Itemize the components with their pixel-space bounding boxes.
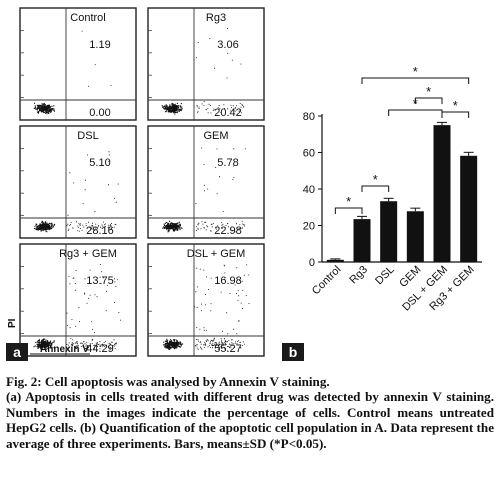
plot-title: DSL + GEM <box>187 248 246 260</box>
plot-title: GEM <box>203 130 228 142</box>
figure-caption: Fig. 2: Cell apoptosis was analysed by A… <box>6 374 494 451</box>
upper-right-percentage: 13.75 <box>86 275 114 287</box>
flow-plot: GEM 5.78 22.98 <box>147 125 265 239</box>
x-tick-label: Rg3 <box>347 264 370 287</box>
y-tick-label: 60 <box>303 148 315 160</box>
significance-star: * <box>346 194 351 209</box>
significance-bracket: * <box>414 84 443 104</box>
plot-title: Rg3 + GEM <box>59 248 117 260</box>
flow-plot: Control 1.19 0.00 <box>19 7 137 121</box>
x-axis-label: Annexin V <box>40 344 89 355</box>
plot-frame <box>19 243 137 357</box>
lower-right-percentage: 44.29 <box>86 343 114 355</box>
significance-bracket: * <box>361 172 390 192</box>
panel-a-label: a <box>6 343 28 361</box>
bracket-line <box>414 97 443 104</box>
flow-plot: Rg3 3.06 20.42 <box>147 7 265 121</box>
significance-star: * <box>413 64 418 79</box>
event-dots <box>33 264 121 351</box>
flow-plot: Rg3 + GEM 13.75 44.29 <box>19 243 137 357</box>
flow-plot: DSL + GEM 16.98 55.27 <box>147 243 265 357</box>
event-dots <box>163 264 250 352</box>
upper-right-percentage: 16.98 <box>214 275 242 287</box>
upper-right-percentage: 5.10 <box>89 157 110 169</box>
y-axis-label: PI <box>7 318 18 328</box>
panel-b-label: b <box>282 343 304 361</box>
bar <box>380 201 398 262</box>
upper-right-percentage: 3.06 <box>217 39 238 51</box>
bracket-line <box>361 77 470 84</box>
bracket-line <box>361 185 390 192</box>
plot-title: Control <box>70 12 105 24</box>
plot-title: DSL <box>77 130 98 142</box>
bracket-line <box>334 207 363 214</box>
significance-star: * <box>453 98 458 113</box>
significance-bracket: * <box>441 98 470 118</box>
bracket-line <box>441 111 470 118</box>
lower-right-percentage: 0.00 <box>89 107 110 119</box>
y-tick-label: 20 <box>303 221 315 233</box>
x-tick-label: DSL <box>373 264 397 288</box>
bar <box>406 211 424 262</box>
plot-frame <box>19 7 137 121</box>
plot-title: Rg3 <box>206 12 226 24</box>
caption-title: Fig. 2: Cell apoptosis was analysed by A… <box>6 374 330 389</box>
significance-star: * <box>373 172 378 187</box>
plot-frame <box>19 125 137 239</box>
flow-plot: DSL 5.10 28.16 <box>19 125 137 239</box>
significance-bracket: * <box>334 194 363 214</box>
event-dots <box>33 151 119 233</box>
flow-cytometry-panel: Control 1.19 0.00 Rg3 3.06 20.42 DSL 5.10 28.16 G… <box>7 7 265 357</box>
lower-right-percentage: 22.98 <box>214 225 242 237</box>
event-dots <box>162 147 246 233</box>
y-tick-label: 80 <box>303 111 315 123</box>
upper-right-percentage: 1.19 <box>89 39 110 51</box>
lower-right-percentage: 28.16 <box>86 225 114 237</box>
lower-right-percentage: 55.27 <box>214 343 242 355</box>
significance-bracket: * <box>361 64 470 84</box>
bar <box>433 125 451 262</box>
bar <box>353 219 371 262</box>
lower-right-percentage: 20.42 <box>214 107 242 119</box>
event-dots <box>33 30 112 115</box>
plot-frame <box>147 7 265 121</box>
figure: Control 1.19 0.00 Rg3 3.06 20.42 DSL 5.10 28.16 G… <box>6 7 482 361</box>
caption-body: (a) Apoptosis in cells treated with diff… <box>6 389 494 451</box>
plot-frame <box>147 125 265 239</box>
y-tick-label: 0 <box>309 257 315 269</box>
event-dots <box>161 28 245 115</box>
upper-right-percentage: 5.78 <box>217 157 238 169</box>
y-tick-label: 40 <box>303 184 315 196</box>
bar <box>460 155 478 262</box>
plot-frame <box>147 243 265 357</box>
bar <box>326 259 344 262</box>
significance-star: * <box>426 84 431 99</box>
